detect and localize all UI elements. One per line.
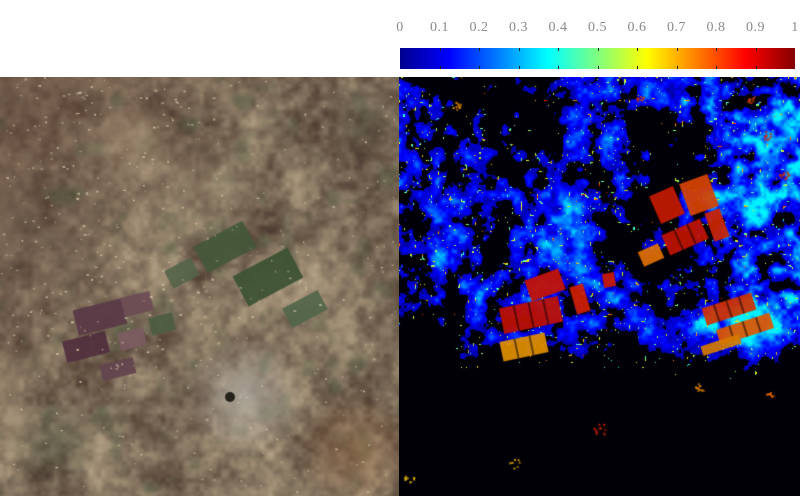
colorbar-tick-mark xyxy=(637,66,638,69)
colorbar-tick-label: 0.6 xyxy=(627,20,647,35)
colorbar-tick-mark xyxy=(479,66,480,69)
colorbar-tick-label: 0.9 xyxy=(746,20,765,35)
colorbar-tick-mark xyxy=(518,66,520,69)
colorbar-tick-mark xyxy=(439,48,441,51)
colorbar: 0 0.1 0.2 0.3 0.4 0.5 0.6 0.7 0.8 0.9 1 xyxy=(396,0,798,77)
left-panel-true-color-image xyxy=(0,77,399,496)
colorbar-tick-mark xyxy=(558,48,559,51)
colorbar-tick-mark xyxy=(479,48,480,51)
colorbar-tick-label: 0.4 xyxy=(548,20,568,35)
colorbar-tick-mark xyxy=(518,48,520,51)
colorbar-tick-mark xyxy=(755,66,757,69)
colorbar-tick-mark xyxy=(676,48,678,51)
colorbar-tick-mark xyxy=(676,66,678,69)
colorbar-tick-label: 0.8 xyxy=(706,20,726,35)
colorbar-tick-label: 0.1 xyxy=(430,20,449,35)
right-panel-index-map xyxy=(399,77,800,496)
colorbar-tick-mark xyxy=(597,66,599,69)
colorbar-tick-mark xyxy=(755,48,757,51)
colorbar-tick-mark xyxy=(558,66,559,69)
colorbar-tick-label: 0.7 xyxy=(667,20,686,35)
colorbar-tick-mark xyxy=(597,48,599,51)
colorbar-tick-labels: 0 0.1 0.2 0.3 0.4 0.5 0.6 0.7 0.8 0.9 1 xyxy=(396,20,798,40)
colorbar-tick-mark xyxy=(637,48,638,51)
colorbar-tick-mark xyxy=(439,66,441,69)
colorbar-tick-mark xyxy=(716,48,717,51)
colorbar-gradient xyxy=(400,48,795,69)
colorbar-tick-label: 0.5 xyxy=(588,20,607,35)
colorbar-tick-mark xyxy=(716,66,717,69)
colorbar-tick-label: 0 xyxy=(396,20,404,35)
colorbar-tick-label: 0.3 xyxy=(509,20,528,35)
colorbar-tick-label: 0.2 xyxy=(469,20,489,35)
colorbar-tick-label: 1 xyxy=(791,20,799,35)
